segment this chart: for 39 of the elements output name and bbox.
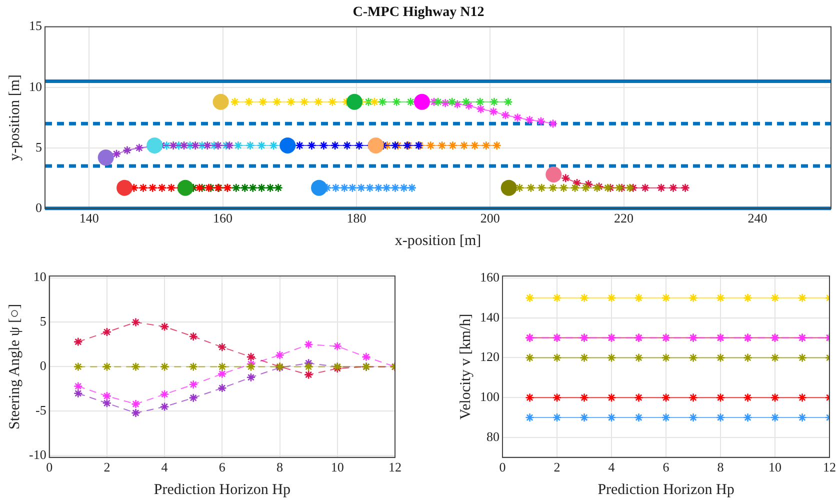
y-axis-title: y-position [m] bbox=[6, 74, 23, 161]
y-tick-label: 10 bbox=[29, 78, 42, 94]
x-tick-label: 10 bbox=[330, 460, 344, 475]
y-tick-label: 120 bbox=[480, 349, 500, 364]
x-tick-label: 6 bbox=[662, 460, 670, 475]
x-tick-label: 12 bbox=[388, 460, 402, 475]
x-tick-label: 140 bbox=[79, 210, 99, 226]
x-tick-label: 160 bbox=[213, 210, 233, 226]
x-axis-title: Prediction Horizon Hp bbox=[598, 482, 734, 498]
x-tick-label: 10 bbox=[768, 460, 782, 475]
x-axis-title: x-position [m] bbox=[394, 232, 482, 249]
x-tick-label: 6 bbox=[218, 460, 226, 475]
y-tick-label: 5 bbox=[40, 314, 46, 329]
x-tick-label: 4 bbox=[608, 460, 616, 475]
x-tick-label: 180 bbox=[346, 210, 366, 226]
y-tick-label: 5 bbox=[36, 139, 42, 154]
x-tick-label: 2 bbox=[554, 460, 560, 475]
x-tick-label: 4 bbox=[161, 460, 168, 475]
y-tick-label: 100 bbox=[480, 389, 500, 404]
y-axis-title: Steering Angle ψ [○] bbox=[6, 304, 23, 430]
y-axis-title: Velocity v [km/h] bbox=[458, 314, 474, 420]
x-tick-label: 200 bbox=[480, 210, 500, 226]
y-tick-label: 0 bbox=[36, 200, 42, 215]
y-tick-label: 0 bbox=[40, 358, 46, 374]
x-tick-label: 8 bbox=[717, 460, 724, 475]
y-tick-label: 15 bbox=[29, 18, 42, 34]
y-tick-label: 140 bbox=[480, 309, 500, 324]
y-tick-label: -5 bbox=[35, 402, 46, 418]
x-tick-label: 12 bbox=[823, 460, 836, 475]
x-tick-label: 220 bbox=[614, 210, 634, 226]
y-tick-label: 160 bbox=[480, 269, 500, 284]
y-tick-label: -10 bbox=[28, 447, 46, 462]
x-tick-label: 2 bbox=[104, 460, 110, 475]
x-axis-title: Prediction Horizon Hp bbox=[154, 482, 290, 498]
chart-title: C-MPC Highway N12 bbox=[352, 5, 484, 20]
x-tick-label: 8 bbox=[276, 460, 284, 475]
y-tick-label: 10 bbox=[33, 269, 46, 284]
y-tick-label: 80 bbox=[486, 428, 500, 444]
x-tick-label: 240 bbox=[748, 210, 768, 226]
